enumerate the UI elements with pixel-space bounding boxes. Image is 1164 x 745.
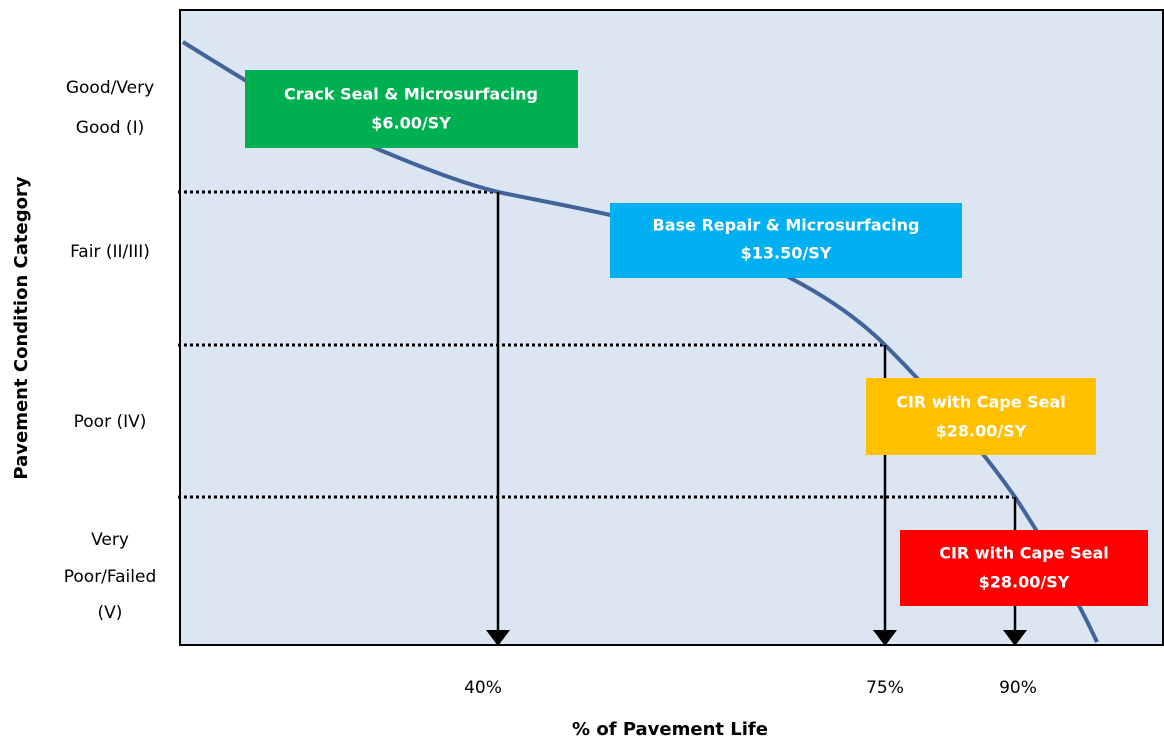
category-label: Fair (II/III) xyxy=(70,242,150,262)
treatment-name: CIR with Cape Seal xyxy=(939,544,1109,563)
treatment-name: CIR with Cape Seal xyxy=(896,393,1066,412)
category-label: (V) xyxy=(98,603,123,623)
treatment-name: Crack Seal & Microsurfacing xyxy=(284,85,538,104)
treatment-box xyxy=(245,70,578,148)
treatment-box xyxy=(900,530,1148,606)
category-label: Poor (IV) xyxy=(74,412,147,432)
category-label: Good/Very xyxy=(66,78,154,98)
treatment-cost: $28.00/SY xyxy=(979,573,1070,592)
arrowheads xyxy=(486,630,1027,646)
treatment-box xyxy=(866,378,1096,455)
x-marker-label: 90% xyxy=(999,678,1037,698)
x-marker-label: 75% xyxy=(866,678,904,698)
x-marker-label: 40% xyxy=(464,678,502,698)
category-label: Good (I) xyxy=(76,118,144,138)
treatment-name: Base Repair & Microsurfacing xyxy=(653,216,920,235)
treatment-cost: $13.50/SY xyxy=(741,244,832,263)
dotted-lines xyxy=(178,190,1015,499)
x-axis-label: % of Pavement Life xyxy=(572,719,768,740)
category-label: Very xyxy=(91,530,129,550)
treatment-cost: $6.00/SY xyxy=(371,114,451,133)
treatment-cost: $28.00/SY xyxy=(936,422,1027,441)
y-axis-label: Pavement Condition Category xyxy=(11,176,32,479)
category-label: Poor/Failed xyxy=(64,567,157,587)
treatment-box xyxy=(610,203,962,278)
